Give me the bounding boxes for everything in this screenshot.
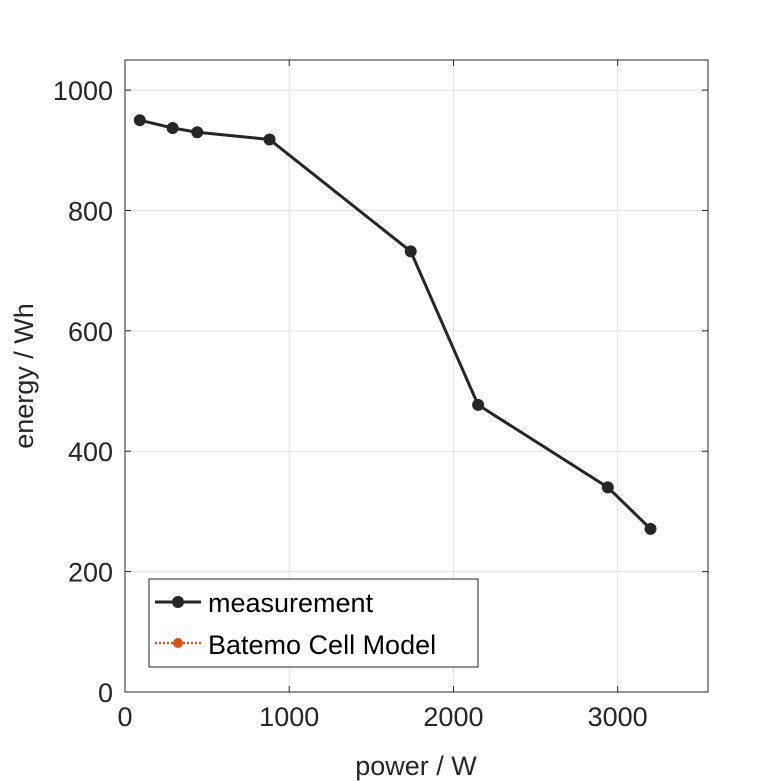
data-point — [191, 126, 204, 139]
y-tick-label: 800 — [68, 196, 113, 226]
legend-box — [148, 578, 479, 668]
x-axis-label: power / W — [355, 751, 477, 781]
x-tick-label: 1000 — [259, 702, 319, 732]
grid — [124, 60, 708, 693]
y-axis-ticks: 0 200 400 600 800 1000 — [53, 76, 708, 708]
data-point — [263, 133, 276, 146]
y-tick-label: 600 — [68, 317, 113, 347]
data-point — [166, 122, 179, 135]
x-tick-label: 2000 — [423, 702, 483, 732]
legend-marker-batemo — [173, 638, 183, 648]
data-point — [601, 481, 614, 494]
x-tick-label: 3000 — [588, 702, 648, 732]
y-tick-label: 1000 — [53, 76, 113, 106]
y-tick-label: 0 — [98, 678, 113, 708]
legend-marker-measurement — [172, 596, 184, 608]
legend: measurement Batemo Cell Model — [148, 578, 479, 668]
y-tick-label: 200 — [68, 558, 113, 588]
data-point — [644, 522, 657, 535]
legend-label-batemo: Batemo Cell Model — [208, 630, 436, 660]
data-point — [404, 245, 417, 258]
legend-label-measurement: measurement — [208, 588, 374, 618]
axes-box — [124, 59, 709, 693]
series-layer — [133, 114, 657, 535]
data-point — [472, 398, 485, 411]
y-axis-label: energy / Wh — [9, 303, 39, 449]
y-tick-label: 400 — [68, 437, 113, 467]
x-axis-ticks: 0 1000 2000 3000 — [117, 60, 648, 732]
x-tick-label: 0 — [117, 702, 132, 732]
data-point — [133, 114, 146, 127]
